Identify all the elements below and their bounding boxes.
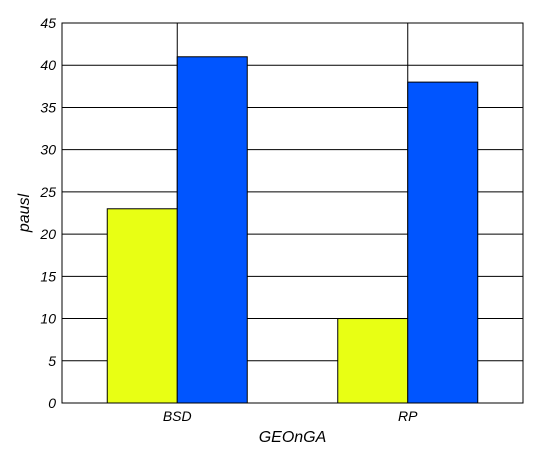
plot-frame (61, 22, 524, 404)
x-tick-labels: BSD RP (163, 408, 418, 424)
y-tick-labels: 0 5 10 15 20 25 30 35 40 45 (39, 15, 56, 411)
y-tick-label: 40 (40, 57, 56, 73)
bars (106, 56, 479, 404)
y-tick-label: 0 (48, 395, 56, 411)
y-axis-label: pausl (16, 193, 33, 233)
x-tick-label: RP (398, 408, 418, 424)
bar-rp-series-1 (337, 318, 409, 404)
bar-bsd-series-2 (176, 56, 248, 404)
bar-bsd-series-1 (106, 208, 178, 404)
bar-rp-series-2 (407, 81, 479, 404)
y-tick-label: 45 (40, 15, 56, 31)
y-tick-label: 15 (40, 268, 56, 284)
x-tick-label: BSD (163, 408, 192, 424)
y-tick-label: 20 (39, 226, 56, 242)
y-tick-label: 25 (39, 184, 56, 200)
y-tick-label: 5 (48, 353, 56, 369)
y-tick-label: 10 (40, 311, 56, 327)
x-axis-label: GEOnGA (259, 429, 327, 446)
y-tick-label: 30 (40, 142, 56, 158)
y-tick-label: 35 (40, 99, 56, 115)
